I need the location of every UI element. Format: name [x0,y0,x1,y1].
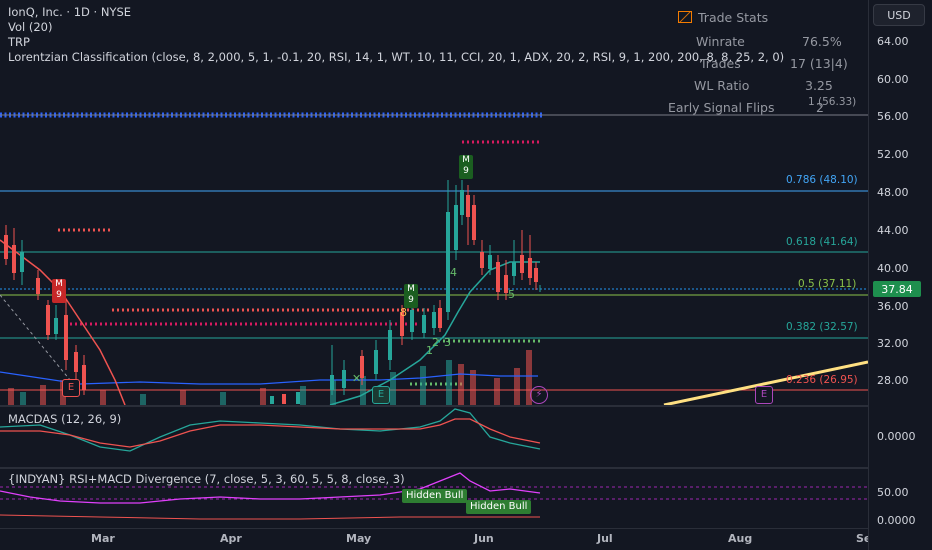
rsi-0-label: 0.0000 [877,514,916,527]
dividend-lightning-icon[interactable]: ⚡ [530,386,548,404]
fib-label-0382: 0.382 (32.57) [786,321,858,333]
price-pane: ✕ 4 5 1 2 3 8 [0,112,868,405]
time-label-mar[interactable]: Mar [91,532,115,545]
price-label: 64.00 [877,35,909,48]
volume-legend[interactable]: Vol (20) [8,20,53,34]
price-label: 40.00 [877,262,909,275]
price-label: 36.00 [877,300,909,313]
trend-line [663,360,868,405]
svg-text:4: 4 [450,266,457,279]
macd-zero-label: 0.0000 [877,430,916,443]
m9-number: 9 [463,166,469,176]
earnings-marker-1[interactable]: E [62,379,80,397]
m9-number: 9 [408,295,414,305]
macd-line [0,408,541,452]
time-label-may[interactable]: May [346,532,372,545]
m9-letter: M [407,284,415,294]
chart-icon [678,11,692,23]
time-label-sep[interactable]: Se [856,532,872,545]
time-axis-divider [0,528,932,529]
winrate-label: Winrate [696,34,745,49]
svg-text:8: 8 [400,306,407,319]
fib-label-0618: 0.618 (41.64) [786,236,858,248]
price-axis[interactable]: USD 64.00 60.00 56.00 52.00 48.00 44.00 … [868,0,932,550]
pane-divider[interactable] [0,405,932,407]
svg-text:3: 3 [444,336,451,349]
svg-text:✕: ✕ [352,372,361,385]
fib-label-1: 1 (56.33) [808,96,857,108]
price-label: 44.00 [877,224,909,237]
symbol-legend[interactable]: IonQ, Inc. · 1D · NYSE [8,5,132,19]
m9-marker-sell[interactable]: M 9 [52,279,66,303]
m9-marker-buy-1[interactable]: M 9 [404,284,418,308]
hidden-bull-badge-1[interactable]: Hidden Bull [402,489,468,503]
trade-stats-title: Trade Stats [698,10,769,25]
trade-stats-header: Trade Stats [678,10,768,25]
signal-line [0,418,541,448]
early-flips-value: 2 [816,100,824,115]
time-label-apr[interactable]: Apr [220,532,242,545]
dashed-diagonal [0,294,71,381]
early-flips-label: Early Signal Flips [668,100,775,115]
rsi-line [0,472,541,504]
time-label-aug[interactable]: Aug [728,532,753,545]
price-label: 60.00 [877,73,909,86]
volume-ma [0,371,538,385]
price-label: 52.00 [877,148,909,161]
svg-text:2: 2 [432,336,439,349]
macd-legend[interactable]: MACDAS (12, 26, 9) [8,412,122,426]
winrate-value: 76.5% [802,34,842,49]
earnings-marker-3[interactable]: E [755,386,773,404]
svg-text:5: 5 [508,288,515,301]
svg-text:1: 1 [426,344,433,357]
m9-number: 9 [56,290,62,300]
price-label: 48.00 [877,186,909,199]
macd-pane [0,408,541,452]
price-label: 56.00 [877,110,909,123]
hidden-bull-badge-2[interactable]: Hidden Bull [466,500,532,514]
volume-bars [8,350,532,405]
fib-label-05: 0.5 (37.11) [798,278,857,290]
m9-letter: M [55,279,63,289]
candles [4,180,541,404]
fib-label-0786: 0.786 (48.10) [786,174,858,186]
rsi-divergence-legend[interactable]: {INDYAN} RSI+MACD Divergence (7, close, … [8,472,405,486]
trades-value: 17 (13|4) [790,56,848,71]
rsi-50-label: 50.00 [877,486,909,499]
time-label-jun[interactable]: Jun [474,532,494,545]
trp-legend[interactable]: TRP [8,35,30,49]
time-label-jul[interactable]: Jul [597,532,613,545]
m9-letter: M [462,155,470,165]
rsi-signal-line [0,514,540,520]
wl-ratio-label: WL Ratio [694,78,750,93]
earnings-marker-2[interactable]: E [372,386,390,404]
wl-ratio-value: 3.25 [805,78,833,93]
pane-divider[interactable] [0,467,932,469]
fib-label-0236: 0.236 (26.95) [786,374,858,386]
trades-label: Trades [700,56,741,71]
m9-marker-buy-2[interactable]: M 9 [459,155,473,179]
lorentzian-legend[interactable]: Lorentzian Classification (close, 8, 2,0… [8,50,785,64]
current-price-tag: 37.84 [873,281,921,297]
price-label: 28.00 [877,374,909,387]
currency-button[interactable]: USD [873,4,925,26]
price-label: 32.00 [877,337,909,350]
